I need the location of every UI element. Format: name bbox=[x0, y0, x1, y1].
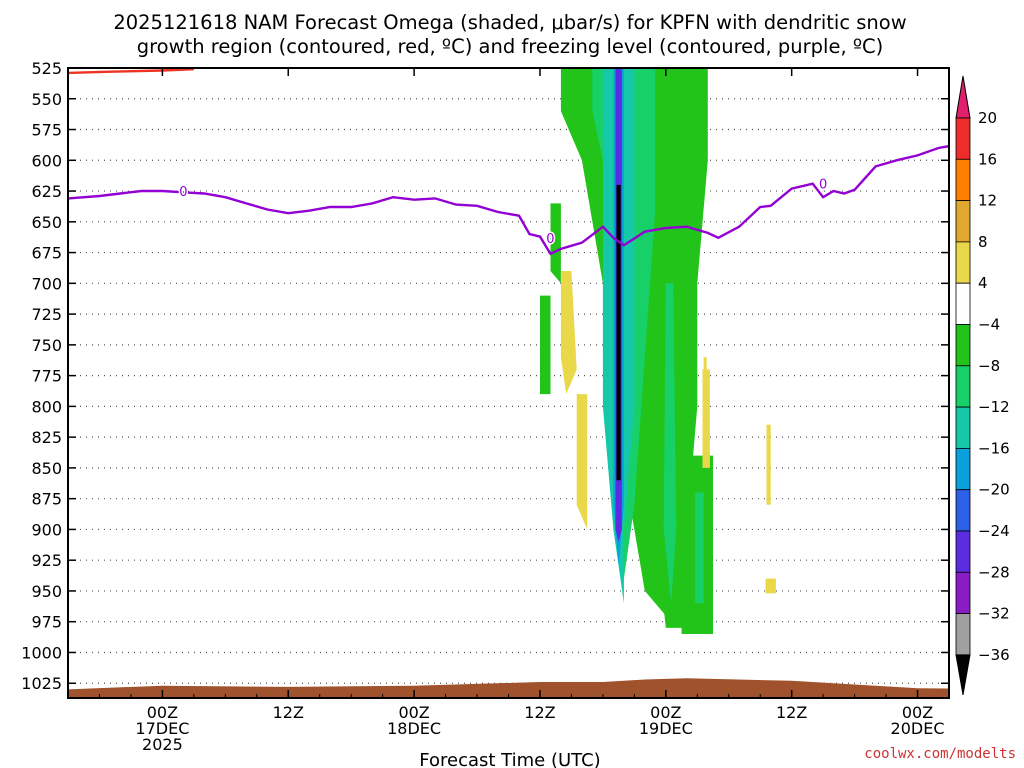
y-tick-label: 600 bbox=[31, 151, 62, 170]
omega-region bbox=[695, 492, 704, 604]
y-tick-label: 675 bbox=[31, 244, 62, 263]
y-tick-label: 525 bbox=[31, 59, 62, 78]
omega-region bbox=[616, 184, 621, 481]
colorbar-segment bbox=[955, 613, 971, 656]
colorbar-segment bbox=[955, 158, 971, 202]
colorbar-segment bbox=[955, 324, 971, 367]
y-tick-label: 625 bbox=[31, 182, 62, 201]
colorbar-segment bbox=[955, 241, 971, 284]
y-tick-label: 1025 bbox=[21, 674, 62, 693]
omega-region bbox=[663, 283, 677, 604]
omega-region bbox=[766, 424, 771, 505]
y-tick-label: 800 bbox=[31, 397, 62, 416]
x-tick-label: 20DEC bbox=[891, 719, 945, 738]
colorbar-label: −36 bbox=[978, 646, 1010, 664]
y-tick-label: 875 bbox=[31, 490, 62, 509]
chart-title-line-1: 2025121618 NAM Forecast Omega (shaded, μ… bbox=[113, 11, 906, 34]
omega-region bbox=[560, 271, 577, 395]
colorbar-label: 12 bbox=[978, 192, 997, 210]
colorbar-label: −32 bbox=[978, 605, 1010, 623]
y-tick-label: 775 bbox=[31, 367, 62, 386]
omega-shading bbox=[540, 68, 776, 634]
chart-title-line-2: growth region (contoured, red, ºC) and f… bbox=[137, 35, 884, 58]
y-tick-label: 925 bbox=[31, 551, 62, 570]
y-tick-label: 850 bbox=[31, 459, 62, 478]
colorbar-label: −20 bbox=[978, 481, 1010, 499]
freezing-level-label: 0 bbox=[546, 232, 554, 247]
dgz-contour-line bbox=[68, 68, 194, 75]
y-tick-label: 725 bbox=[31, 305, 62, 324]
y-tick-label: 550 bbox=[31, 90, 62, 109]
colorbar-segment bbox=[955, 447, 971, 491]
contours: 0 0 0 bbox=[68, 68, 949, 256]
colorbar-segment bbox=[955, 117, 971, 160]
x-tick-label: 17DEC bbox=[135, 719, 189, 738]
y-tick-label: 1000 bbox=[21, 643, 62, 662]
x-tick-label: 12Z bbox=[524, 703, 555, 722]
colorbar-segment bbox=[955, 282, 971, 325]
colorbar-label: 8 bbox=[978, 233, 988, 251]
y-tick-label: 825 bbox=[31, 428, 62, 447]
y-tick-label: 650 bbox=[31, 213, 62, 232]
colorbar: 20 16 12 8 4 −4 −8 −12 −16 −20 −24 −28 −32 −36 bbox=[955, 75, 1010, 695]
x-tick-label: 18DEC bbox=[387, 719, 441, 738]
omega-region bbox=[540, 295, 551, 395]
x-tick-label: 00Z bbox=[147, 703, 178, 722]
colorbar-bottom-arrow bbox=[955, 654, 971, 695]
x-tick-label: 00Z bbox=[650, 703, 681, 722]
plot-frame bbox=[67, 67, 950, 699]
y-tick-label: 900 bbox=[31, 520, 62, 539]
y-tick-label: 575 bbox=[31, 121, 62, 140]
freezing-level-label: 0 bbox=[819, 178, 827, 193]
y-tick-label: 975 bbox=[31, 613, 62, 632]
omega-region bbox=[576, 394, 588, 530]
omega-region bbox=[550, 203, 561, 284]
x-axis-title: Forecast Time (UTC) bbox=[419, 750, 600, 768]
y-tick-label: 950 bbox=[31, 582, 62, 601]
y-axis: 525 550 575 600 625 650 675 700 725 750 775 800 825 8… bbox=[21, 59, 949, 693]
omega-region bbox=[703, 357, 707, 444]
grid-lines bbox=[68, 67, 949, 684]
x-tick-label: 12Z bbox=[776, 703, 807, 722]
colorbar-segment bbox=[955, 489, 971, 532]
colorbar-label: −24 bbox=[978, 522, 1010, 540]
surface-terrain bbox=[68, 678, 949, 698]
colorbar-label: 20 bbox=[978, 109, 997, 127]
x-tick-label: 2025 bbox=[142, 735, 183, 754]
colorbar-segment bbox=[955, 571, 971, 614]
credit-text: coolwx.com/modelts bbox=[864, 746, 1016, 762]
x-tick-label: 00Z bbox=[902, 703, 933, 722]
omega-region bbox=[765, 578, 776, 594]
y-tick-label: 700 bbox=[31, 274, 62, 293]
colorbar-segment bbox=[955, 200, 971, 243]
y-tick-label: 750 bbox=[31, 336, 62, 355]
colorbar-label: 4 bbox=[978, 274, 988, 292]
x-tick-label: 19DEC bbox=[639, 719, 693, 738]
colorbar-label: 16 bbox=[978, 150, 997, 168]
colorbar-label: −8 bbox=[978, 357, 1000, 375]
colorbar-segment bbox=[955, 365, 971, 408]
freezing-level-label: 0 bbox=[179, 185, 187, 200]
freezing-level-line bbox=[68, 144, 949, 256]
colorbar-label: −16 bbox=[978, 439, 1010, 457]
x-tick-label: 00Z bbox=[398, 703, 429, 722]
surface-fill bbox=[68, 678, 949, 698]
colorbar-label: −12 bbox=[978, 398, 1010, 416]
x-tick-label: 12Z bbox=[273, 703, 304, 722]
colorbar-top-arrow bbox=[955, 75, 971, 119]
colorbar-label: −4 bbox=[978, 316, 1000, 334]
colorbar-segment bbox=[955, 406, 971, 449]
colorbar-segment bbox=[955, 530, 971, 573]
colorbar-label: −28 bbox=[978, 563, 1010, 581]
